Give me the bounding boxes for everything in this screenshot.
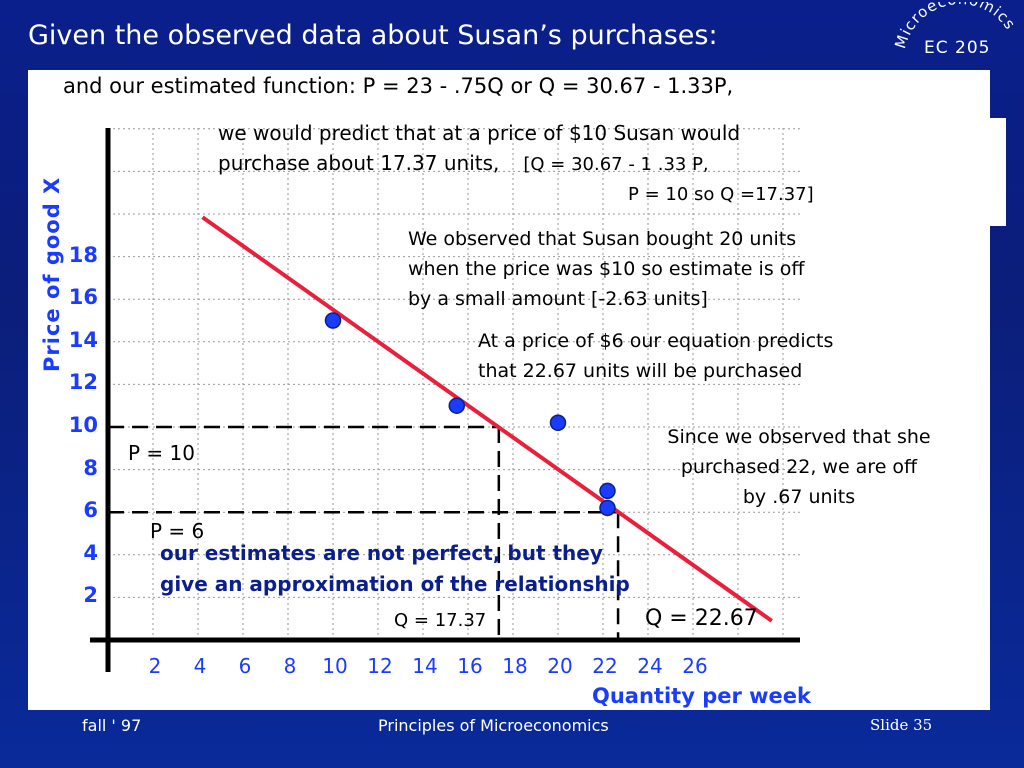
x-tick-8: 8 — [283, 654, 297, 678]
content-panel-tab — [989, 118, 1006, 226]
conclusion-text: our estimates are not perfect, but they … — [160, 538, 630, 600]
price-6-line-2: that 22.67 units will be purchased — [478, 360, 803, 382]
x-tick-2: 2 — [148, 654, 162, 678]
prediction-calc-1: [Q = 30.67 - 1 .33 P, — [523, 154, 709, 175]
p10-label: P = 10 — [128, 441, 195, 465]
x-tick-22: 22 — [592, 654, 618, 678]
p6-label: P = 6 — [150, 519, 205, 543]
y-tick-2: 2 — [83, 583, 98, 608]
footer-course: Principles of Microeconomics — [378, 716, 609, 735]
observed-text: We observed that Susan bought 20 units w… — [408, 224, 804, 314]
grid-lines — [108, 128, 800, 640]
x-tick-10: 10 — [322, 654, 348, 678]
prediction-line-1: we would predict that at a price of $10 … — [218, 121, 741, 145]
x-tick-4: 4 — [193, 654, 207, 678]
x-tick-20: 20 — [547, 654, 573, 678]
y-tick-14: 14 — [68, 327, 98, 352]
x-tick-14: 14 — [412, 654, 438, 678]
observed-points — [324, 312, 616, 517]
fit-line — [201, 215, 773, 623]
observed-point-0 — [324, 312, 342, 329]
off-by-text: Since we observed that she purchased 22,… — [632, 422, 966, 512]
estimated-function-line — [201, 215, 773, 623]
observed-point-3 — [599, 482, 616, 500]
conclusion-line-1: our estimates are not perfect, but they — [160, 541, 603, 565]
y-tick-6: 6 — [83, 498, 98, 523]
x-tick-12: 12 — [367, 654, 393, 678]
prediction-line-2-text: purchase about 17.37 units, — [218, 151, 500, 175]
off-by-line-2: purchased 22, we are off — [680, 456, 918, 478]
off-by-line-3: by .67 units — [742, 486, 856, 508]
slide-title: Given the observed data about Susan’s pu… — [28, 20, 718, 51]
footer-date: fall ' 97 — [82, 716, 142, 735]
axes — [90, 128, 800, 672]
x-tick-26: 26 — [682, 654, 708, 678]
y-tick-8: 8 — [83, 455, 98, 480]
content-panel — [28, 70, 990, 710]
prediction-calc-2: P = 10 so Q =17.37] — [628, 184, 814, 205]
y-tick-10: 10 — [68, 413, 98, 437]
reference-lines — [108, 425, 620, 640]
x-tick-18: 18 — [502, 654, 528, 678]
observed-line-2: when the price was $10 so estimate is of… — [408, 258, 805, 280]
observed-line-3: by a small amount [-2.63 units] — [408, 288, 708, 310]
observed-point-1 — [448, 397, 465, 414]
footer-slide-number: Slide 35 — [870, 716, 933, 734]
y-tick-16: 16 — [68, 285, 98, 310]
x-tick-6: 6 — [238, 654, 252, 678]
price-6-text: At a price of $6 our equation predicts t… — [478, 326, 833, 386]
y-axis-label: Price of good X — [40, 176, 64, 372]
prediction-line-2: purchase about 17.37 units, [Q = 30.67 -… — [218, 148, 814, 180]
prediction-text: we would predict that at a price of $10 … — [218, 118, 814, 210]
y-tick-4: 4 — [83, 540, 98, 565]
y-tick-12: 12 — [68, 370, 98, 395]
q-17-37-label: Q = 17.37 — [394, 610, 487, 631]
conclusion-line-2: give an approximation of the relationshi… — [160, 572, 630, 596]
observed-point-4 — [599, 499, 616, 517]
price-6-line-1: At a price of $6 our equation predicts — [478, 330, 834, 352]
slide-subtitle: and our estimated function: P = 23 - .75… — [63, 74, 734, 98]
observed-line-1: We observed that Susan bought 20 units — [408, 228, 797, 250]
logo-course-label: EC 205 — [924, 38, 991, 58]
x-tick-16: 16 — [457, 654, 483, 678]
x-axis-label: Quantity per week — [592, 684, 811, 708]
observed-point-2 — [549, 414, 567, 431]
off-by-line-1: Since we observed that she — [667, 426, 931, 448]
x-tick-24: 24 — [637, 654, 663, 678]
q-22-67-label: Q = 22.67 — [645, 606, 758, 631]
microeconomics-logo: Microeconomics — [892, 2, 1018, 51]
y-tick-18: 18 — [68, 242, 98, 267]
